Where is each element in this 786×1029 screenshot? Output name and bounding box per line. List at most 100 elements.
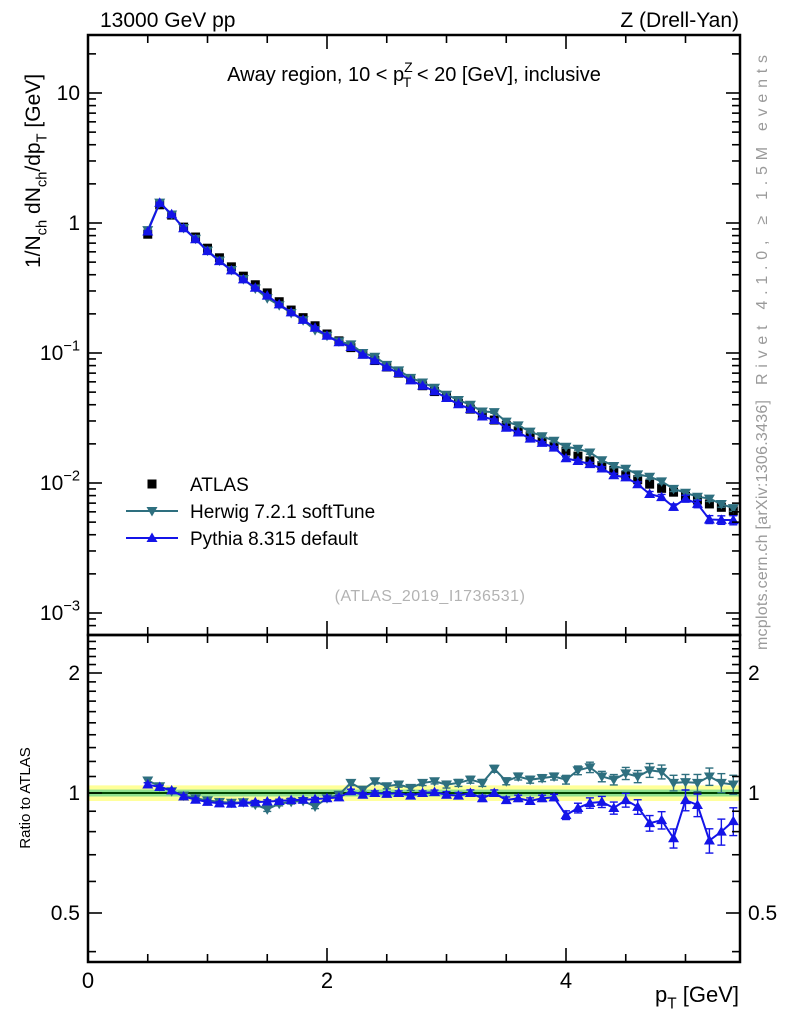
pythia-marker-ratio <box>154 781 166 792</box>
pythia-marker-main <box>225 264 237 275</box>
pythia-marker-main <box>512 427 524 437</box>
analysis-id-watermark: (ATLAS_2019_I1736531) <box>335 588 526 605</box>
pythia-marker-ratio <box>727 815 739 826</box>
herwig-marker-ratio <box>405 783 417 794</box>
pythia-marker-main <box>285 306 297 317</box>
pythia-marker-main <box>441 392 452 403</box>
y-axis-label-main: 10−1 <box>40 339 80 365</box>
pythia-marker-ratio <box>464 787 476 797</box>
herwig-marker-main <box>608 462 620 472</box>
herwig-series-main <box>142 198 739 514</box>
pythia-marker-ratio <box>249 796 261 807</box>
legend-marker <box>146 507 158 517</box>
legend-item-herwig: Herwig 7.2.1 softTune <box>126 502 375 523</box>
herwig-marker-main <box>488 408 500 418</box>
herwig-marker-ratio <box>381 782 393 792</box>
y-axis-label-main: 10−2 <box>40 469 80 495</box>
pythia-series-main <box>142 197 739 526</box>
herwig-marker-ratio <box>644 766 656 776</box>
herwig-marker-ratio <box>632 772 644 782</box>
pythia-marker-main <box>691 498 703 508</box>
pythia-marker-ratio <box>632 801 644 811</box>
herwig-marker-ratio <box>309 802 321 812</box>
pythia-line-main <box>146 201 734 522</box>
pythia-marker-main <box>309 322 321 332</box>
pythia-marker-main <box>297 314 309 324</box>
herwig-marker-main <box>632 470 644 480</box>
pythia-marker-main <box>154 197 166 207</box>
pythia-marker-ratio <box>142 779 154 789</box>
legend-item-pythia: Pythia 8.315 default <box>126 529 359 550</box>
pythia-marker-main <box>452 398 464 409</box>
pythia-marker-ratio <box>656 814 668 825</box>
pythia-marker-main <box>656 491 668 502</box>
pythia-marker-ratio <box>680 794 691 805</box>
pythia-marker-ratio <box>273 795 285 805</box>
chart-root: 10 1 10−1 10−2 10−3 2 2 1 1 0.5 0.5 0 2 4 Away region,… <box>17 33 777 1013</box>
pythia-marker-main <box>273 298 285 309</box>
axis-ticks <box>87 35 740 962</box>
herwig-marker-ratio <box>476 778 488 789</box>
pythia-marker-ratio <box>345 785 357 796</box>
pythia-marker-ratio <box>333 791 345 802</box>
legend-label: Pythia 8.315 default <box>190 529 359 550</box>
herwig-marker-ratio <box>548 772 560 782</box>
herwig-marker-ratio <box>596 772 608 782</box>
pythia-marker-main <box>166 208 178 219</box>
pythia-marker-ratio <box>668 832 680 843</box>
x-axis-title: pT [GeV] <box>655 982 739 1013</box>
pythia-marker-ratio <box>584 797 596 807</box>
mcplots-arxiv-watermark: mcplots.cern.ch [arXiv:1306.3436] <box>754 400 771 650</box>
pythia-marker-ratio <box>417 787 429 797</box>
herwig-marker-ratio <box>488 764 500 775</box>
main-panel-frame <box>86 33 742 637</box>
x-axis-tick-label: 0 <box>82 968 94 993</box>
herwig-marker-ratio <box>572 766 584 776</box>
pythia-series-ratio <box>142 779 739 854</box>
herwig-marker-ratio <box>441 780 452 791</box>
herwig-line-main <box>146 200 734 510</box>
pythia-marker-main <box>213 255 225 266</box>
herwig-marker-ratio <box>703 772 715 782</box>
herwig-marker-main <box>584 448 596 458</box>
pythia-marker-main <box>703 513 715 524</box>
pythia-marker-ratio <box>321 792 333 803</box>
pythia-marker-ratio <box>715 826 727 836</box>
pythia-marker-ratio <box>178 790 190 801</box>
pythia-marker-main <box>584 458 596 469</box>
pythia-marker-main <box>381 361 393 372</box>
herwig-marker-main <box>668 484 680 495</box>
y-axis-label-main: 10 <box>57 82 80 105</box>
axis-tick-labels: 10 1 10−1 10−2 10−3 2 2 1 1 0.5 0.5 0 2 4 <box>40 82 777 993</box>
pythia-marker-main <box>715 514 727 524</box>
pythia-marker-main <box>178 222 190 233</box>
pythia-marker-main <box>644 488 656 498</box>
frames <box>86 33 742 964</box>
pythia-marker-main <box>417 380 429 390</box>
pythia-marker-ratio <box>393 787 405 797</box>
herwig-marker-main <box>524 427 536 438</box>
pythia-marker-ratio <box>572 802 584 813</box>
pythia-marker-main <box>142 225 154 236</box>
pythia-marker-ratio <box>452 790 464 800</box>
pythia-marker-main <box>321 330 333 340</box>
herwig-marker-ratio <box>584 763 596 773</box>
herwig-marker-ratio <box>417 778 429 789</box>
herwig-marker-ratio <box>560 775 572 786</box>
pythia-marker-ratio <box>357 789 369 799</box>
herwig-marker-ratio <box>668 778 680 789</box>
pythia-marker-ratio <box>536 792 548 803</box>
herwig-marker-ratio <box>691 778 703 789</box>
herwig-marker-ratio <box>727 780 739 791</box>
pythia-marker-main <box>536 437 548 447</box>
pythia-marker-ratio <box>488 787 500 797</box>
pythia-marker-main <box>261 290 273 300</box>
herwig-marker-main <box>656 477 668 487</box>
y-axis-title-main: 1/Nch dNch/dpT [GeV] <box>22 74 50 268</box>
pythia-marker-ratio <box>703 835 715 845</box>
pythia-marker-main <box>429 385 441 396</box>
pythia-marker-main <box>393 367 405 378</box>
pythia-marker-ratio <box>213 797 225 808</box>
legend-label: Herwig 7.2.1 softTune <box>190 502 375 523</box>
pythia-marker-main <box>524 433 536 443</box>
